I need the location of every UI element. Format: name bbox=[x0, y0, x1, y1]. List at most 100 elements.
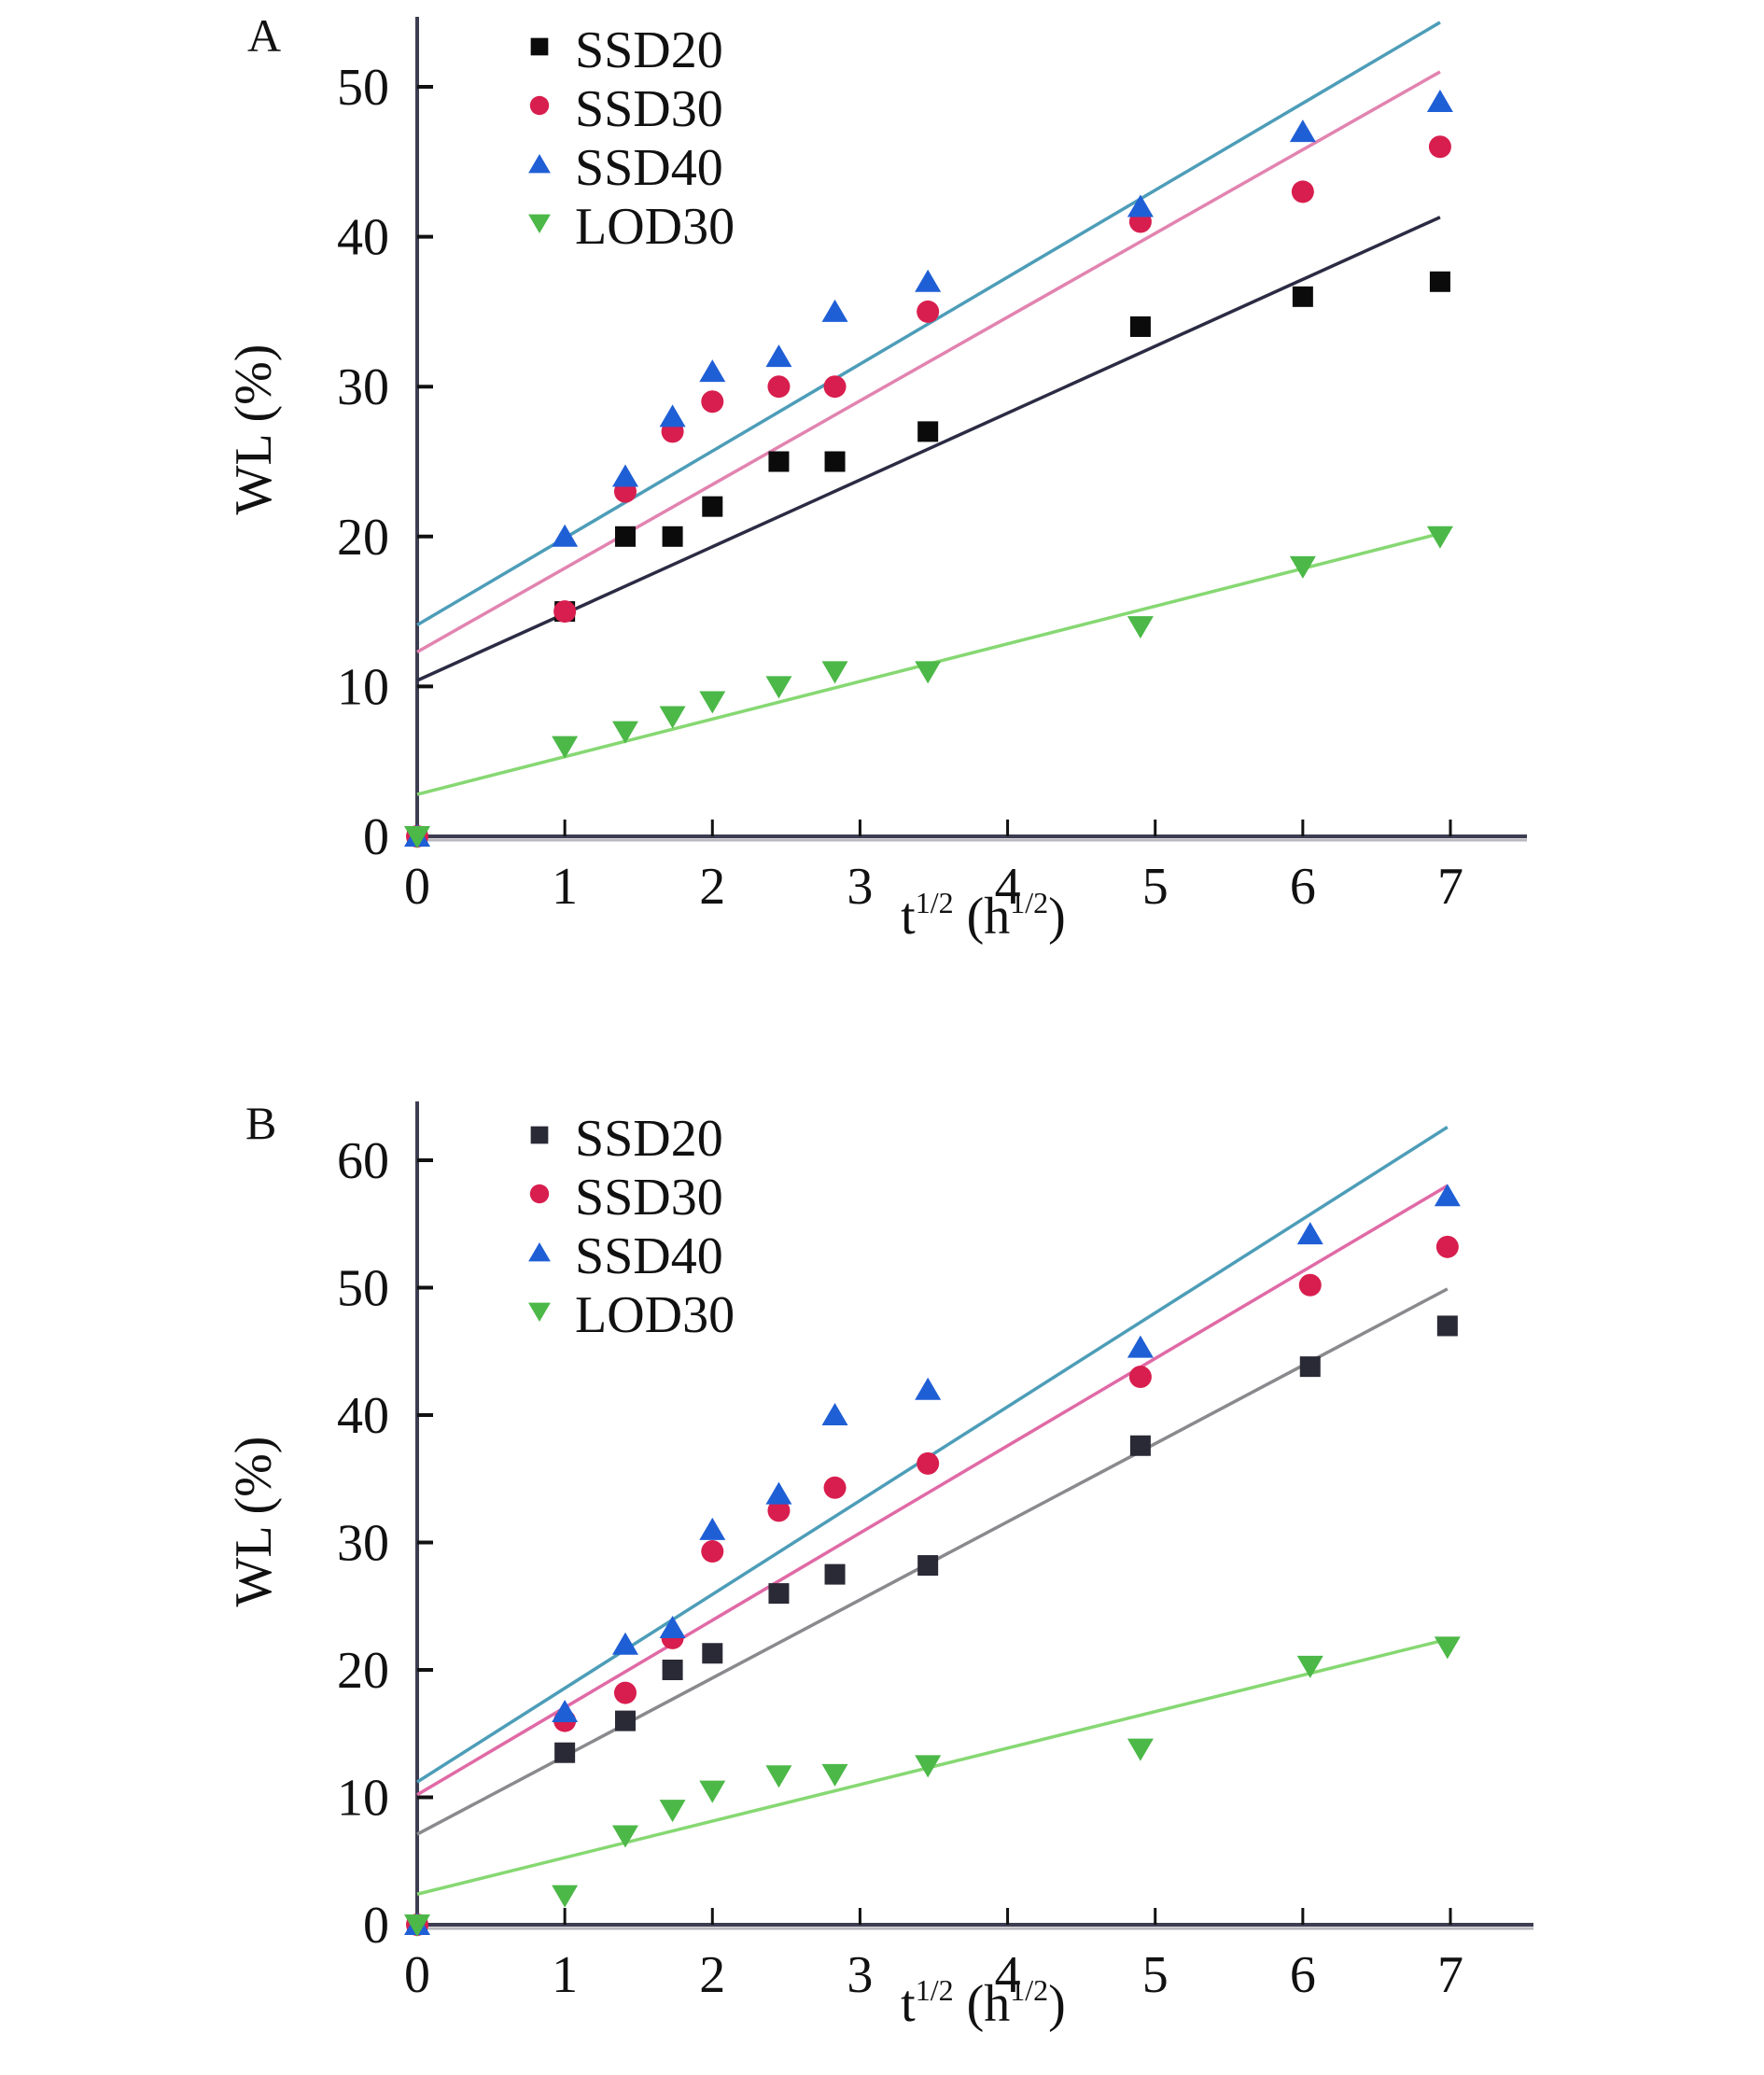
point-ssd30 bbox=[1298, 1273, 1322, 1297]
y-tick-label: 10 bbox=[337, 1770, 389, 1828]
legend-label-ssd40: SSD40 bbox=[575, 1227, 723, 1285]
fit-line-ssd30 bbox=[416, 1184, 1449, 1797]
legend-label-lod30: LOD30 bbox=[575, 1286, 735, 1344]
y-axis-title: WL (%) bbox=[225, 1437, 283, 1607]
legend-marker-ssd20 bbox=[530, 1126, 549, 1144]
panel-label: B bbox=[245, 1097, 276, 1149]
point-ssd40 bbox=[699, 1517, 726, 1540]
series-ssd20 bbox=[407, 1315, 1458, 1935]
point-ssd20 bbox=[824, 451, 846, 472]
point-ssd40 bbox=[915, 269, 942, 292]
x-tick-label: 5 bbox=[1142, 858, 1169, 916]
legend-marker-lod30 bbox=[528, 1302, 551, 1323]
x-axis-title: t1/2 (h1/2) bbox=[901, 1973, 1066, 2033]
point-ssd20 bbox=[1129, 1435, 1151, 1456]
point-lod30 bbox=[611, 721, 638, 744]
point-ssd40 bbox=[765, 344, 792, 368]
point-ssd30 bbox=[917, 1451, 940, 1475]
point-ssd20 bbox=[917, 421, 939, 442]
legend-label-ssd20: SSD20 bbox=[575, 21, 723, 79]
point-ssd30 bbox=[1428, 135, 1451, 159]
point-ssd30 bbox=[917, 300, 940, 323]
point-lod30 bbox=[659, 706, 686, 729]
point-ssd30 bbox=[767, 375, 791, 399]
point-lod30 bbox=[1289, 555, 1316, 579]
point-lod30 bbox=[552, 1885, 579, 1908]
point-ssd40 bbox=[821, 299, 848, 322]
panel-label: A bbox=[247, 9, 281, 62]
fit-line-ssd20 bbox=[416, 216, 1441, 682]
point-ssd30 bbox=[553, 600, 577, 624]
y-tick-label: 60 bbox=[337, 1132, 389, 1190]
legend-label-ssd40: SSD40 bbox=[575, 139, 723, 197]
series-ssd30 bbox=[406, 1235, 1459, 1936]
point-lod30 bbox=[1127, 1738, 1154, 1761]
y-tick-label: 30 bbox=[337, 358, 389, 416]
panel-b: B 0 10 20 30 40 50 60 0 1 2 3 4 5 6 7 WL (%) t1/2 (h1/2) S… bbox=[225, 1097, 1533, 2033]
y-tick-label: 40 bbox=[337, 1387, 389, 1445]
x-tick-label: 3 bbox=[847, 858, 873, 916]
x-tick-label: 7 bbox=[1437, 858, 1463, 916]
point-ssd20 bbox=[702, 496, 723, 517]
panel-a: A 0 10 20 30 40 50 0 1 2 3 4 5 6 7 WL (%) t1/2 (h1/2) SSD… bbox=[225, 9, 1527, 946]
fit-line-ssd40 bbox=[416, 21, 1441, 627]
point-ssd30 bbox=[701, 1540, 724, 1563]
legend-marker-ssd40 bbox=[528, 1241, 551, 1262]
point-ssd30 bbox=[1128, 1366, 1152, 1389]
y-axis-title: WL (%) bbox=[225, 344, 283, 515]
x-tick-label: 7 bbox=[1437, 1946, 1463, 2004]
point-ssd40 bbox=[765, 1481, 792, 1505]
point-ssd40 bbox=[659, 1615, 686, 1638]
x-tick-label: 6 bbox=[1290, 1946, 1316, 2004]
y-tick-label: 50 bbox=[337, 59, 389, 117]
y-tick-label: 0 bbox=[363, 808, 389, 866]
point-ssd20 bbox=[1299, 1356, 1321, 1378]
point-lod30 bbox=[1426, 526, 1453, 549]
point-ssd40 bbox=[552, 1700, 579, 1723]
x-tick-label: 6 bbox=[1290, 858, 1316, 916]
point-ssd20 bbox=[662, 526, 683, 547]
point-lod30 bbox=[1127, 616, 1154, 639]
x-tick-label: 4 bbox=[995, 1946, 1021, 2004]
point-ssd30 bbox=[613, 1681, 637, 1704]
point-lod30 bbox=[404, 826, 430, 848]
point-lod30 bbox=[1296, 1655, 1323, 1678]
y-tick-label: 0 bbox=[363, 1897, 389, 1955]
legend-label-lod30: LOD30 bbox=[575, 198, 735, 256]
point-ssd30 bbox=[1291, 180, 1314, 203]
legend-marker-ssd20 bbox=[530, 37, 549, 56]
point-ssd40 bbox=[821, 1403, 848, 1425]
point-lod30 bbox=[765, 1765, 792, 1788]
point-ssd40 bbox=[1296, 1222, 1323, 1245]
point-ssd20 bbox=[662, 1660, 683, 1680]
point-lod30 bbox=[821, 1763, 848, 1787]
point-ssd30 bbox=[701, 390, 724, 414]
legend-label-ssd30: SSD30 bbox=[575, 1169, 723, 1227]
x-tick-label: 2 bbox=[699, 858, 725, 916]
point-ssd20 bbox=[1436, 1315, 1458, 1337]
point-ssd20 bbox=[614, 1710, 636, 1732]
point-ssd30 bbox=[1435, 1235, 1459, 1258]
series-lod30 bbox=[404, 1636, 1461, 1937]
point-ssd40 bbox=[1426, 90, 1453, 113]
point-ssd40 bbox=[699, 359, 726, 383]
point-lod30 bbox=[699, 691, 726, 714]
point-ssd20 bbox=[1429, 271, 1450, 292]
x-axis-title: t1/2 (h1/2) bbox=[901, 886, 1066, 946]
legend-label-ssd30: SSD30 bbox=[575, 80, 723, 138]
y-tick-label: 40 bbox=[337, 209, 389, 267]
legend-marker-lod30 bbox=[528, 214, 551, 234]
point-lod30 bbox=[659, 1800, 686, 1823]
point-ssd20 bbox=[554, 1742, 576, 1763]
x-tick-label: 0 bbox=[404, 858, 430, 916]
point-ssd20 bbox=[768, 451, 790, 472]
point-lod30 bbox=[821, 661, 848, 684]
point-ssd20 bbox=[1292, 286, 1313, 307]
series-ssd40 bbox=[404, 90, 1453, 847]
x-tick-label: 1 bbox=[552, 858, 578, 916]
point-lod30 bbox=[611, 1825, 638, 1848]
point-ssd40 bbox=[552, 524, 579, 547]
point-lod30 bbox=[915, 661, 942, 684]
